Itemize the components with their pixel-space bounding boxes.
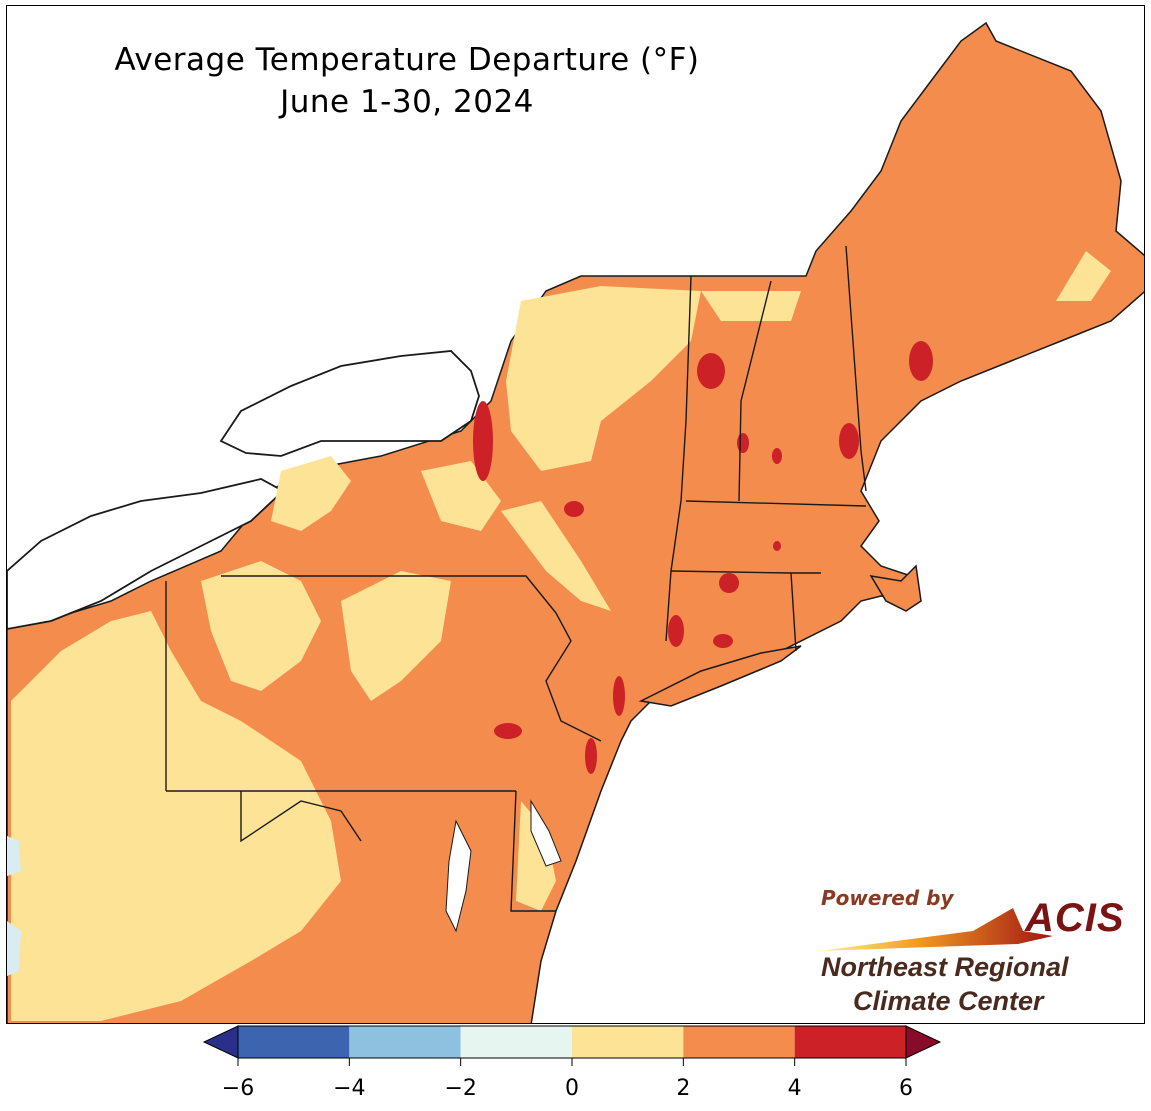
colorbar-tick-label: 6 [899,1076,913,1101]
colorbar-tick-label: 4 [787,1076,802,1101]
border-pa-nj [545,612,602,742]
colorbar-under-arrow [202,1025,239,1059]
hot-spot-nh-west [909,341,933,381]
colorbar-tick-label: −2 [444,1076,477,1101]
hot-spot-ma-central [772,448,782,464]
logo-swoosh-icon [819,908,1053,951]
hot-spot-nh-east [773,541,781,551]
hot-spot-nj-central [585,738,597,774]
hot-spot-ct [719,573,739,593]
cool-area-wv-east [231,871,291,951]
hot-spot-ct-south [713,634,733,648]
hot-spot-oswego [473,401,493,481]
colorbar-tick-label: 2 [676,1076,691,1101]
delaware-bay [530,799,562,867]
border-ny-pa [221,575,557,614]
warm-departure-areas [473,341,933,774]
slight-cool-area-2 [7,921,21,976]
hot-spot-ny-finger [564,501,584,517]
hot-spot-nj-north [668,615,684,647]
hot-spot-nh-south [839,423,859,459]
border-md-de [510,790,556,912]
colorbar-tick-label: 0 [565,1076,579,1101]
acis-logo: Powered by ACIS Northeast Regional Clima… [813,886,1143,1016]
border-nh-me [845,245,867,492]
hot-spot-ma-west [737,433,749,453]
cool-area-pa-ridge [341,571,451,701]
map-subtitle: June 1-30, 2024 [280,84,534,120]
cape-cod [869,564,922,612]
map-canvas [7,21,1144,1023]
cool-area-adirondack [601,291,661,361]
cool-area-vt-north [701,291,801,321]
org-name-line2: Climate Center [853,986,1044,1016]
chesapeake-bay [445,819,472,933]
lake-ontario [219,350,480,457]
org-name-line1: Northeast Regional [821,952,1069,982]
colorbar-tick-label: −6 [221,1076,255,1101]
map-title: Average Temperature Departure (°F) [114,42,700,78]
hot-spot-pa-east [494,723,522,739]
border-ny-vt [665,275,692,642]
map-panel: Average Temperature Departure (°F) June … [6,5,1145,1024]
colorbar-bin [683,1026,795,1058]
acis-brand-text: ACIS [1025,896,1125,940]
hot-spot-nyc [613,676,625,716]
colorbar [202,1025,942,1066]
colorbar-bin [238,1026,350,1058]
powered-by-text: Powered by [821,886,954,910]
hot-spot-vermont [697,353,725,389]
colorbar-bin [794,1026,906,1058]
slight-cool-area [7,836,21,876]
lake-erie [7,478,285,630]
colorbar-over-arrow [905,1025,942,1059]
cool-area-central-pa [201,561,321,691]
cool-departure-areas [11,251,1111,1021]
colorbar-bin [572,1026,684,1058]
cool-area-maine-coast [1056,251,1111,301]
cool-area-western-ny [271,456,351,531]
state-borders [165,245,867,912]
colorbar-tick-label: −4 [333,1076,366,1101]
border-wv [240,791,362,843]
colorbar-bin [349,1026,461,1058]
border-vt-nh [738,280,772,502]
long-island [638,645,802,707]
colorbar-bin [460,1026,572,1058]
border-ct-ri [790,572,797,652]
cool-area-delmarva [516,801,556,911]
cool-area-hudson [501,501,611,611]
border-ma-north [685,500,867,507]
